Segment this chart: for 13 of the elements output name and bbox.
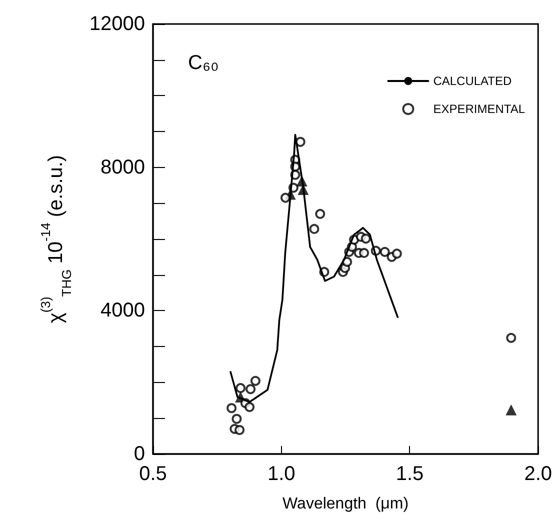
y-axis-title: χ(3)THG 10-14 (e.s.u.) <box>38 154 74 324</box>
y-tick-label: 4000 <box>100 300 145 322</box>
legend-label: CALCULATED <box>433 74 512 88</box>
x-tick-label: 1.0 <box>267 463 296 485</box>
legend-label: EXPERIMENTAL <box>433 102 526 116</box>
y-tick-label: 8000 <box>100 156 145 178</box>
y-tick-label: 0 <box>134 443 145 465</box>
x-tick-label: 0.5 <box>139 463 167 485</box>
x-axis-title: Wavelength (μm) <box>282 496 409 512</box>
text: C₆₀ <box>188 52 219 74</box>
x-tick-label: 1.5 <box>396 463 424 485</box>
y-tick-label: 12000 <box>89 13 145 35</box>
x-tick-label: 2.0 <box>524 463 552 485</box>
